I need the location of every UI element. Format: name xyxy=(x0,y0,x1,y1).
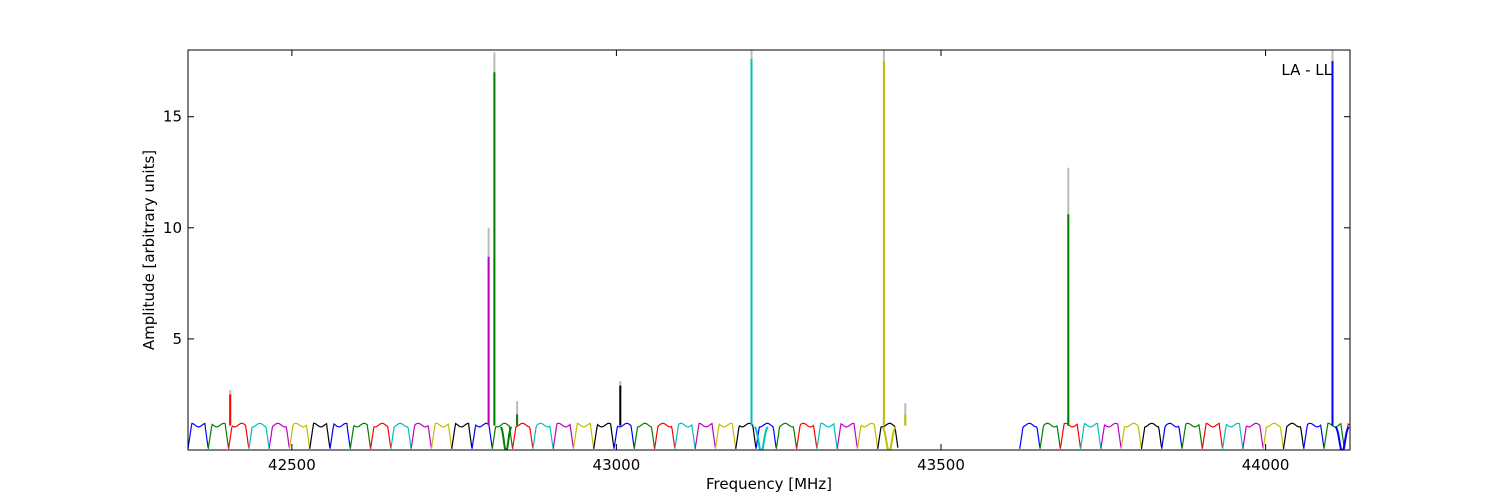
spectral-window-11 xyxy=(410,422,432,449)
spectral-window-34 xyxy=(877,422,899,449)
spectral-window-24 xyxy=(674,422,696,449)
spectral-window-1 xyxy=(207,422,229,449)
spectral-window-41 xyxy=(1140,422,1163,449)
x-axis-label: Frequency [MHz] xyxy=(706,475,832,493)
spectral-window-22 xyxy=(633,422,655,449)
spectral-window-40 xyxy=(1120,422,1142,449)
spectral-window-37 xyxy=(1059,422,1081,449)
spectral-window-5 xyxy=(288,422,311,449)
x-tick-label-0: 42500 xyxy=(268,456,316,474)
series-layer xyxy=(188,50,1350,450)
spectral-window-39 xyxy=(1100,422,1122,449)
spectral-window-21 xyxy=(613,422,635,449)
y-axis-label: Amplitude [arbitrary units] xyxy=(140,150,158,350)
spectral-window-26 xyxy=(714,422,737,449)
spectral-window-31 xyxy=(816,422,838,449)
spectral-window-36 xyxy=(1039,422,1061,449)
absorption-dip-2 xyxy=(881,426,897,450)
spectral-window-38 xyxy=(1080,422,1102,449)
spectral-window-50 xyxy=(1323,422,1345,449)
spectral-window-49 xyxy=(1303,422,1325,449)
x-tick-label-3: 44000 xyxy=(1242,456,1290,474)
y-tick-label-2: 15 xyxy=(163,108,182,126)
spectral-window-15 xyxy=(491,422,513,449)
spectral-window-6 xyxy=(309,422,331,449)
spectral-window-32 xyxy=(836,422,858,449)
spectral-window-33 xyxy=(856,422,879,449)
spectral-window-18 xyxy=(552,422,574,449)
spectral-window-13 xyxy=(451,422,473,449)
spectral-window-4 xyxy=(268,422,290,449)
absorption-dip-3 xyxy=(1334,426,1350,450)
spectral-window-17 xyxy=(532,422,554,449)
spectral-window-16 xyxy=(512,422,534,449)
spectral-window-46 xyxy=(1242,422,1264,449)
plot-frame xyxy=(187,49,1351,451)
plot-area xyxy=(188,50,1350,450)
absorption-dip-1 xyxy=(753,426,769,450)
baseline-annotation: LA - LL xyxy=(1281,61,1332,79)
spectral-window-29 xyxy=(775,422,797,449)
absorption-dip-0 xyxy=(499,426,513,450)
spectral-window-10 xyxy=(390,422,412,449)
spectral-window-43 xyxy=(1181,422,1203,449)
spectral-window-12 xyxy=(430,422,453,449)
spectral-window-20 xyxy=(593,422,615,449)
spectral-window-0 xyxy=(188,422,209,449)
spectral-window-9 xyxy=(370,422,392,449)
x-tick-label-2: 43500 xyxy=(917,456,965,474)
spectral-window-47 xyxy=(1262,422,1284,449)
spectral-window-3 xyxy=(248,422,270,449)
spectral-window-45 xyxy=(1222,422,1244,449)
spectral-window-7 xyxy=(329,422,351,449)
spectral-window-8 xyxy=(349,422,371,449)
tick-layer: 42500 43000 43500 44000 5 10 15 xyxy=(163,50,1350,474)
spectral-window-2 xyxy=(228,422,250,449)
y-tick-label-1: 10 xyxy=(163,219,182,237)
spectral-window-25 xyxy=(694,422,716,449)
spectral-window-35 xyxy=(1019,422,1041,449)
spectral-window-23 xyxy=(654,422,676,449)
spectral-window-19 xyxy=(572,422,595,449)
spectral-window-44 xyxy=(1201,422,1223,449)
spectral-window-42 xyxy=(1161,422,1183,449)
x-tick-label-1: 43000 xyxy=(593,456,641,474)
y-tick-label-0: 5 xyxy=(172,330,182,348)
spectral-window-28 xyxy=(755,422,777,449)
spectral-window-30 xyxy=(796,422,818,449)
spectral-window-48 xyxy=(1282,422,1305,449)
